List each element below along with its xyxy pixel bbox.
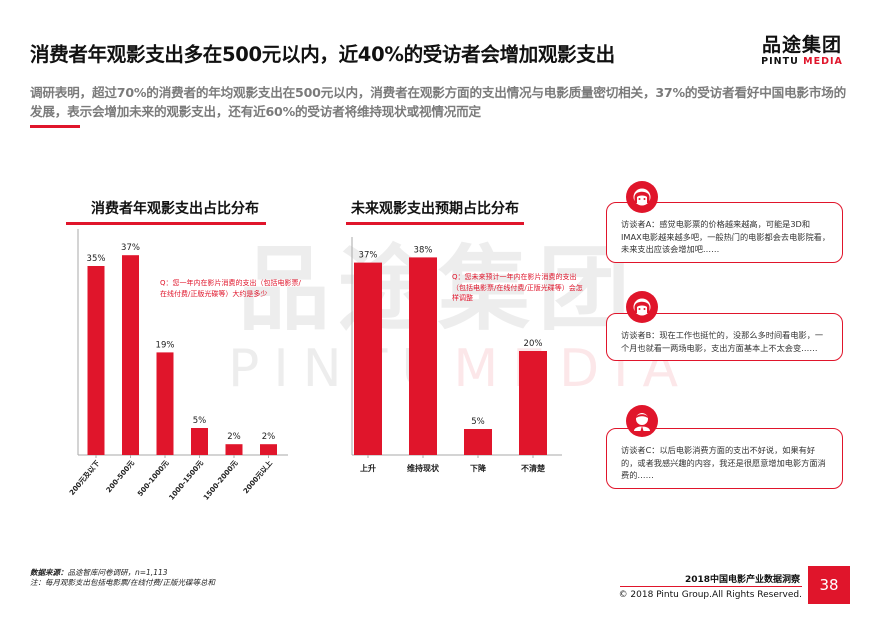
page-subtitle: 调研表明，超过70%的消费者的年均观影支出在500元以内，消费者在观影方面的支出… <box>30 85 847 119</box>
chart1-bar <box>156 352 174 455</box>
chart1-data-label: 2% <box>227 432 241 442</box>
chart1-bar <box>260 444 277 455</box>
chart1-bar <box>122 255 139 455</box>
logo-en-text: PINTU MEDIA <box>752 56 852 67</box>
interview-b-text: 访谈者B：现在工作也挺忙的，没那么多时间看电影，一个月也就看一两场电影，支出方面… <box>621 330 824 353</box>
chart2-bar <box>519 351 547 455</box>
chart2-bar <box>409 257 437 455</box>
chart1-data-label: 2% <box>262 432 276 442</box>
chart1-title: 消费者年观影支出占比分布 <box>91 201 259 217</box>
chart2-bar <box>464 429 492 455</box>
chart1-data-label: 5% <box>193 416 207 426</box>
logo-cn-text: 品途集团 <box>761 34 842 56</box>
female-avatar-icon <box>626 291 658 323</box>
brand-logo: 品途集团 PINTU MEDIA <box>752 30 852 67</box>
copyright: © 2018 Pintu Group.All Rights Reserved. <box>618 590 802 600</box>
chart2-title-underline <box>346 222 524 225</box>
report-divider <box>620 586 802 587</box>
chart2-bar <box>354 262 382 455</box>
chart2-tick-label: 维持现状 <box>407 463 440 473</box>
source-label: 数据来源： <box>30 568 68 577</box>
chart1-question-note: Q：您一年内在影片消费的支出（包括电影票/在线付费/正版光碟等）大约是多少 <box>160 279 301 298</box>
chart2-tick-label: 下降 <box>470 463 487 473</box>
male-avatar-icon <box>626 405 658 437</box>
chart2-data-label: 5% <box>471 417 485 427</box>
chart1-data-label: 19% <box>156 340 175 350</box>
female-avatar-icon <box>626 181 658 213</box>
chart1-bar <box>225 444 243 455</box>
page-title: 消费者年观影支出多在500元以内，近40%的受访者会增加观影支出 <box>30 43 615 66</box>
interview-a-text: 访谈者A：感觉电影票的价格越来越高，可能是3D和IMAX电影越来越多吧，一般热门… <box>621 219 831 255</box>
interview-c-text: 访谈者C：以后电影消费方面的支出不好说，如果有好的，或者我感兴趣的内容，我还是很… <box>621 445 826 481</box>
interview-card-c: 访谈者C：以后电影消费方面的支出不好说，如果有好的，或者我感兴趣的内容，我还是很… <box>606 428 843 489</box>
chart1-title-underline <box>66 222 266 225</box>
chart1-data-label: 37% <box>121 243 140 253</box>
page-number: 38 <box>808 566 850 604</box>
chart1-bar <box>87 266 105 455</box>
logo-en-a: PINTU <box>761 56 799 67</box>
chart2-data-label: 38% <box>414 245 433 255</box>
source-text: 品途智库问卷调研，n=1,113 <box>67 568 168 577</box>
chart2-data-label: 20% <box>524 339 543 349</box>
report-name: 2018中国电影产业数据洞察 <box>684 575 800 585</box>
data-source: 数据来源：品途智库问卷调研，n=1,113 注：每月观影支出包括电影票/在线付费… <box>30 568 215 588</box>
chart1-data-label: 35% <box>87 254 106 264</box>
chart2-question-note: Q：您未来预计一年内在影片消费的支出（包括电影票/在线付费/正版光碟等）会怎样调… <box>452 273 583 302</box>
subtitle-accent-line <box>30 125 80 128</box>
chart2-title: 未来观影支出预期占比分布 <box>351 201 519 217</box>
chart2-tick-label: 不清楚 <box>521 463 546 473</box>
logo-en-b: MEDIA <box>803 56 843 67</box>
chart2-tick-label: 上升 <box>360 463 376 473</box>
chart2-data-label: 37% <box>359 251 378 261</box>
chart1-bar <box>191 428 208 455</box>
source-note: 注：每月观影支出包括电影票/在线付费/正版光碟等总和 <box>30 578 216 587</box>
